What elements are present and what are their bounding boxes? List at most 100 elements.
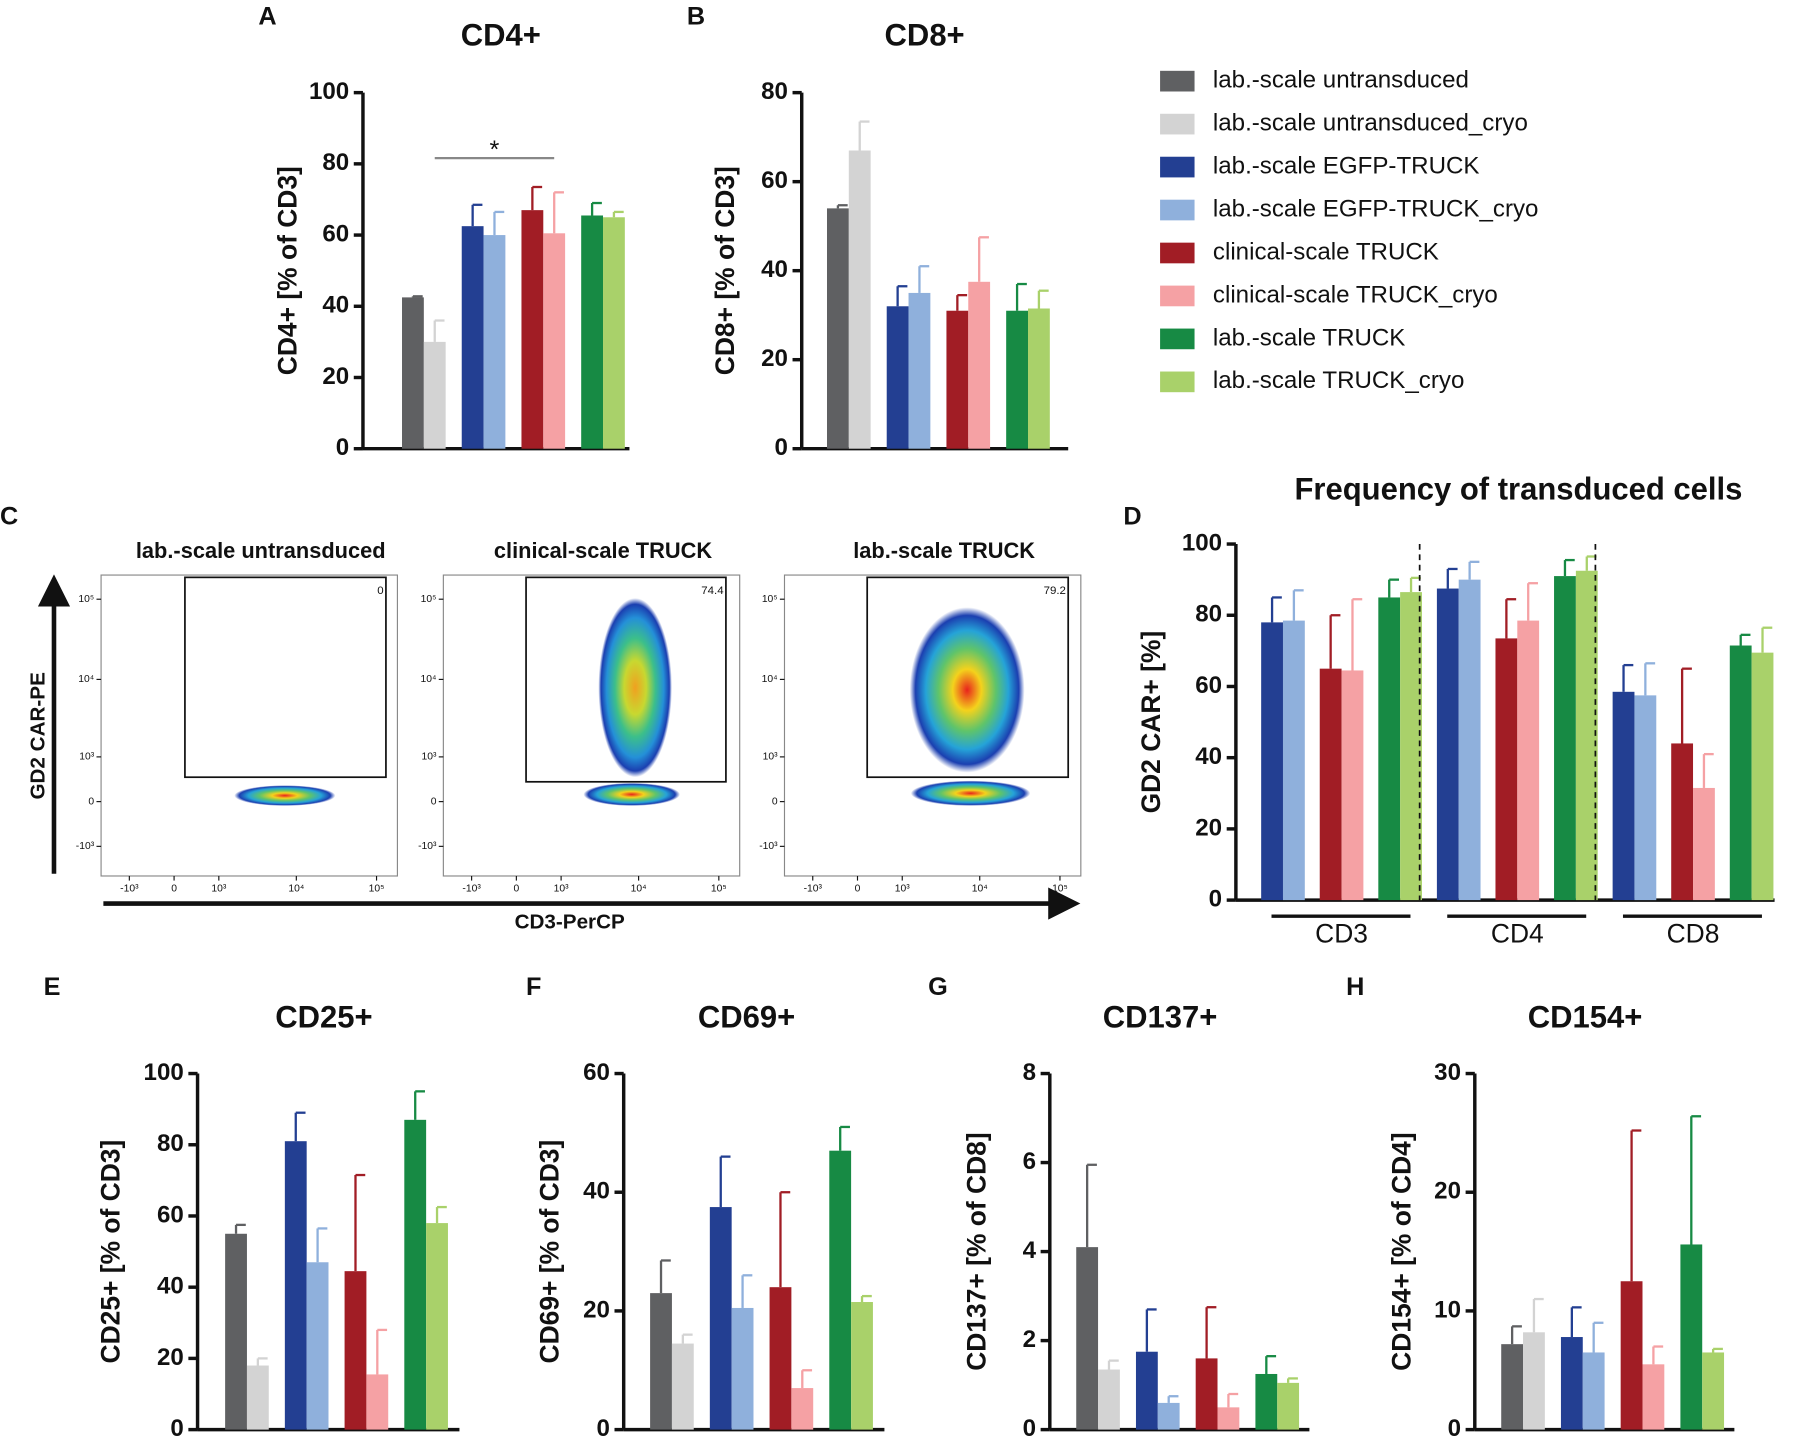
y-tick-label: 40 xyxy=(761,256,788,283)
x-tick-label: 0 xyxy=(855,883,861,894)
bar xyxy=(968,281,991,449)
y-tick-label: 10⁵ xyxy=(78,594,94,605)
y-tick-label: 10⁵ xyxy=(762,594,778,605)
x-tick-label: 0 xyxy=(171,883,177,894)
bar xyxy=(1575,570,1598,901)
legend-swatch xyxy=(1160,242,1195,264)
y-axis-label: GD2 CAR+ [%] xyxy=(1136,631,1166,814)
gate xyxy=(525,576,727,783)
panel-letter: B xyxy=(687,3,705,31)
bar xyxy=(366,1374,389,1430)
y-tick-label: 0 xyxy=(1209,885,1222,912)
y-tick-label: -10³ xyxy=(759,841,778,852)
legend-swatch xyxy=(1160,328,1195,350)
gate-label: 74.4 xyxy=(701,585,724,597)
population xyxy=(583,782,680,806)
y-tick-label: 60 xyxy=(1195,672,1222,699)
population xyxy=(234,785,336,806)
y-tick-label: 10⁴ xyxy=(78,674,94,685)
gate xyxy=(184,576,387,779)
y-tick-label: 20 xyxy=(322,363,349,390)
y-tick-label: 60 xyxy=(157,1201,184,1228)
plot-frame xyxy=(783,574,1082,877)
bar xyxy=(908,292,931,449)
panel-letter: H xyxy=(1346,973,1364,1001)
bar xyxy=(1195,1358,1218,1430)
plot-title: lab.-scale untransduced xyxy=(136,538,386,563)
x-tick-label: 10³ xyxy=(554,883,569,894)
plot-title: lab.-scale TRUCK xyxy=(853,538,1035,563)
y-tick-label: 10⁵ xyxy=(421,594,437,605)
bar xyxy=(1751,652,1774,901)
bar xyxy=(650,1293,672,1430)
bar xyxy=(404,1119,427,1430)
bar xyxy=(1560,1337,1583,1430)
bar xyxy=(1319,668,1342,901)
y-tick-label: 100 xyxy=(144,1059,184,1086)
panel-letter: G xyxy=(928,973,948,1001)
x-tick-label: -10³ xyxy=(462,883,481,894)
bar xyxy=(731,1307,754,1430)
y-tick-label: 0 xyxy=(775,434,788,461)
legend-label: lab.-scale TRUCK xyxy=(1213,324,1406,351)
population xyxy=(909,607,1025,773)
y-tick-label: 20 xyxy=(157,1344,184,1371)
bar xyxy=(423,341,446,449)
bar xyxy=(1135,1351,1158,1430)
x-axis-label: CD3-PerCP xyxy=(515,911,625,934)
y-tick-label: 10 xyxy=(1434,1296,1461,1323)
population xyxy=(598,598,672,778)
x-tick-label: 10⁴ xyxy=(972,883,988,894)
y-tick-label: 0 xyxy=(596,1415,609,1442)
y-tick-label: 0 xyxy=(1023,1415,1036,1442)
bar xyxy=(1400,592,1422,901)
legend-label: clinical-scale TRUCK xyxy=(1213,238,1439,265)
chart-title: CD25+ xyxy=(275,1000,372,1035)
legend-label: clinical-scale TRUCK_cryo xyxy=(1213,281,1498,308)
legend-swatch xyxy=(1160,285,1195,307)
y-tick-label: 80 xyxy=(1195,601,1222,628)
bar xyxy=(426,1223,448,1430)
bar xyxy=(886,306,909,449)
bar xyxy=(1517,620,1540,901)
y-tick-label: 40 xyxy=(1195,743,1222,770)
y-tick-label: 0 xyxy=(431,796,437,807)
x-tick-label: 10⁵ xyxy=(711,883,727,894)
y-tick-label: 80 xyxy=(322,149,349,176)
bar xyxy=(1027,308,1050,449)
y-tick-label: 10³ xyxy=(79,752,94,763)
bar xyxy=(848,150,871,449)
legend-swatch xyxy=(1160,113,1195,135)
y-tick-label: 20 xyxy=(1195,814,1222,841)
y-tick-label: 6 xyxy=(1023,1148,1036,1175)
y-tick-label: 20 xyxy=(761,345,788,372)
bar xyxy=(1501,1344,1524,1430)
y-tick-label: 2 xyxy=(1023,1326,1036,1353)
bar xyxy=(1157,1402,1180,1430)
bar xyxy=(1554,576,1576,901)
y-tick-label: 40 xyxy=(157,1273,184,1300)
y-tick-label: 20 xyxy=(583,1296,610,1323)
legend-label: lab.-scale EGFP-TRUCK_cryo xyxy=(1213,195,1539,222)
x-tick-label: 0 xyxy=(513,883,519,894)
y-axis-label: CD154+ [% of CD4] xyxy=(1387,1132,1417,1370)
y-tick-label: 10³ xyxy=(422,752,437,763)
gate xyxy=(866,576,1070,779)
bar xyxy=(1523,1332,1545,1430)
legend-label: lab.-scale untransduced_cryo xyxy=(1213,109,1528,136)
y-tick-label: 10³ xyxy=(763,752,778,763)
plot-frame xyxy=(442,574,741,877)
population xyxy=(910,780,1031,806)
y-tick-label: 0 xyxy=(1448,1415,1461,1442)
y-tick-label: 100 xyxy=(1182,529,1222,556)
bar xyxy=(1006,310,1028,449)
x-tick-label: CD3 xyxy=(1315,919,1368,949)
bar xyxy=(306,1262,329,1430)
gate-label: 79.2 xyxy=(1044,585,1066,597)
y-tick-label: 0 xyxy=(170,1415,183,1442)
panel-letter: F xyxy=(526,973,541,1001)
y-tick-label: 100 xyxy=(309,78,349,105)
bar xyxy=(344,1271,367,1430)
bar xyxy=(851,1302,873,1430)
significance-label: * xyxy=(490,136,500,164)
